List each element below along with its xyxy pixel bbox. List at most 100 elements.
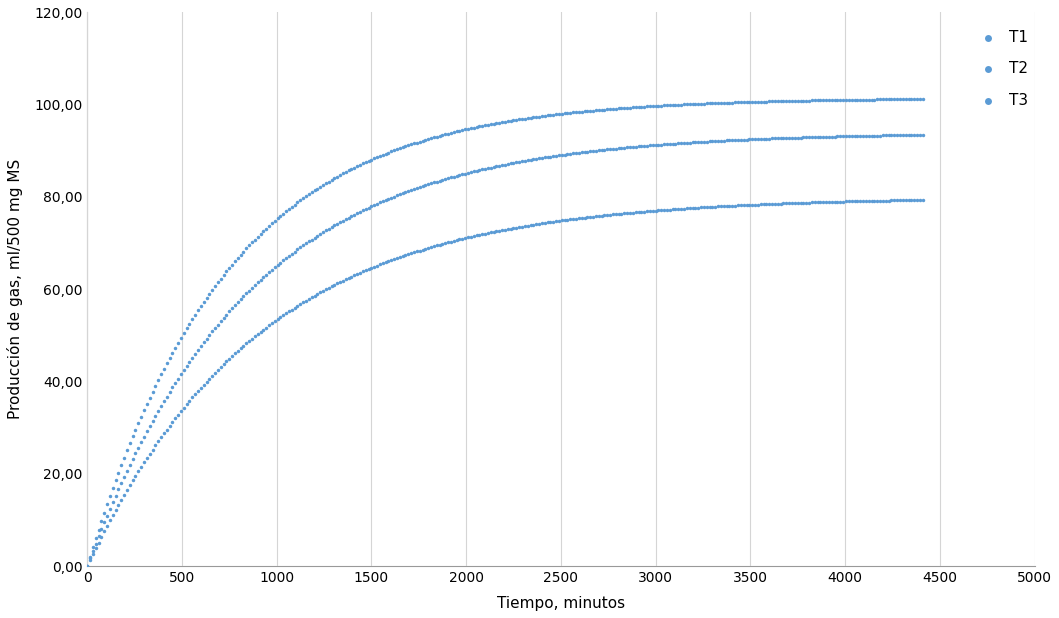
T3 — [178, 399, 195, 409]
T1 — [536, 111, 553, 121]
T2 — [389, 190, 406, 200]
T1 — [326, 173, 343, 183]
T2 — [95, 517, 112, 527]
T2 — [485, 162, 502, 172]
T2 — [149, 406, 166, 416]
T3 — [443, 237, 460, 247]
T1 — [903, 94, 920, 104]
T3 — [203, 371, 220, 381]
T1 — [602, 104, 618, 114]
T1 — [863, 95, 880, 104]
T2 — [755, 134, 772, 144]
T2 — [542, 151, 559, 161]
T3 — [812, 197, 829, 207]
T2 — [201, 330, 218, 340]
T3 — [277, 308, 294, 318]
T1 — [346, 163, 363, 172]
T2 — [741, 135, 758, 145]
T3 — [257, 323, 274, 332]
T3 — [266, 316, 283, 326]
T1 — [289, 198, 306, 208]
T3 — [227, 349, 244, 358]
T2 — [406, 184, 423, 194]
T3 — [846, 197, 863, 206]
T3 — [829, 197, 846, 206]
T1 — [423, 133, 439, 143]
T3 — [173, 406, 190, 416]
T2 — [301, 237, 318, 247]
T1 — [701, 98, 718, 108]
T1 — [789, 96, 806, 106]
T1 — [139, 399, 156, 409]
T2 — [363, 201, 380, 211]
T2 — [257, 269, 274, 279]
T1 — [315, 180, 331, 190]
T3 — [514, 222, 531, 232]
T3 — [713, 201, 730, 211]
T3 — [698, 202, 715, 212]
T1 — [544, 110, 561, 120]
T2 — [661, 139, 678, 149]
T3 — [411, 245, 428, 255]
T3 — [87, 543, 104, 553]
T1 — [508, 115, 525, 125]
T2 — [752, 134, 769, 144]
T3 — [456, 233, 473, 243]
T1 — [559, 108, 576, 118]
T1 — [284, 202, 301, 212]
T2 — [851, 131, 868, 141]
T3 — [743, 200, 760, 210]
T2 — [868, 130, 885, 140]
T2 — [684, 137, 701, 147]
T3 — [363, 263, 380, 273]
T1 — [303, 187, 320, 197]
T1 — [235, 247, 252, 256]
T2 — [510, 157, 527, 167]
T3 — [610, 209, 627, 219]
T3 — [85, 549, 102, 559]
T3 — [667, 204, 684, 214]
T1 — [868, 95, 885, 104]
T1 — [539, 111, 556, 121]
T2 — [900, 130, 917, 140]
T2 — [141, 421, 158, 431]
T3 — [696, 202, 713, 212]
T3 — [823, 197, 840, 207]
T1 — [841, 95, 858, 105]
T3 — [838, 197, 855, 206]
T2 — [886, 130, 903, 140]
T3 — [306, 290, 323, 300]
T2 — [576, 147, 593, 157]
T1 — [713, 98, 730, 108]
T1 — [473, 121, 490, 131]
T1 — [659, 100, 676, 110]
T1 — [369, 152, 385, 162]
T2 — [169, 374, 186, 384]
T3 — [113, 495, 130, 505]
T2 — [328, 219, 345, 229]
T1 — [724, 98, 741, 108]
T2 — [419, 179, 436, 189]
T2 — [676, 138, 693, 148]
T2 — [249, 277, 266, 287]
T2 — [866, 130, 883, 140]
T2 — [439, 173, 456, 183]
T2 — [710, 136, 726, 146]
T2 — [184, 353, 201, 363]
T1 — [298, 192, 315, 201]
T1 — [733, 97, 750, 107]
T3 — [323, 281, 340, 291]
T2 — [311, 229, 328, 239]
T3 — [639, 206, 656, 216]
T3 — [426, 242, 443, 252]
T2 — [548, 151, 564, 161]
T1 — [795, 96, 812, 106]
T3 — [571, 213, 588, 223]
T2 — [812, 132, 829, 142]
T2 — [102, 504, 119, 514]
T2 — [596, 145, 613, 154]
T3 — [164, 417, 181, 427]
T2 — [480, 163, 497, 173]
T2 — [823, 132, 840, 142]
T3 — [747, 200, 764, 210]
